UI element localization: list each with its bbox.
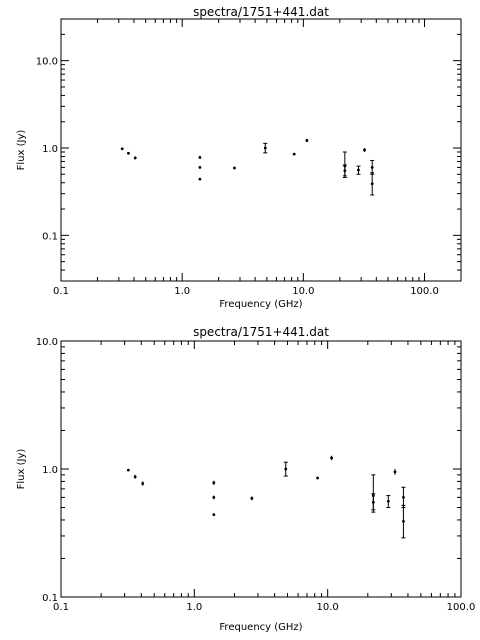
data-point (198, 177, 202, 181)
data-point (401, 504, 406, 539)
y-axis-label: Flux (Jy) (16, 449, 27, 490)
data-point (263, 142, 268, 154)
data-point (371, 493, 376, 513)
data-point (127, 151, 130, 155)
point-marker (316, 476, 319, 480)
data-point (401, 486, 406, 509)
y-tick-label: 10.0 (36, 57, 58, 68)
point-marker (233, 166, 236, 170)
data-point (330, 455, 333, 461)
point-marker (120, 147, 124, 151)
point-marker (133, 156, 137, 160)
data-point (198, 165, 202, 169)
point-marker (402, 495, 405, 499)
point-marker (212, 481, 216, 485)
x-tick-label: 0.1 (53, 286, 69, 297)
data-point (126, 468, 130, 472)
data-point (386, 495, 391, 509)
data-point (356, 165, 361, 175)
data-point (363, 148, 366, 152)
chart-title: spectra/1751+441.dat (193, 325, 329, 339)
y-axis-label: Flux (Jy) (16, 130, 27, 171)
point-marker (357, 168, 360, 172)
y-tick-label: 0.1 (42, 593, 58, 604)
point-marker (370, 182, 374, 186)
point-marker (212, 495, 216, 499)
data-point (212, 495, 216, 500)
x-tick-label: 10.0 (292, 286, 314, 297)
data-point (370, 159, 375, 175)
x-tick-label: 1.0 (186, 602, 202, 613)
y-tick-label: 1.0 (42, 465, 58, 476)
point-marker (330, 456, 333, 460)
point-marker (292, 152, 296, 156)
data-point (212, 480, 216, 485)
x-tick-label: 100.0 (447, 602, 476, 613)
data-point (342, 164, 347, 178)
data-point (212, 513, 216, 517)
point-marker (133, 475, 137, 479)
x-axis-label: Frequency (GHz) (219, 622, 302, 633)
point-marker (198, 165, 202, 169)
data-point (393, 469, 397, 475)
data-point (198, 155, 202, 159)
data-point (292, 152, 296, 156)
point-marker (305, 139, 309, 142)
point-marker (343, 169, 347, 173)
point-marker (127, 151, 130, 155)
chart-title: spectra/1751+441.dat (193, 5, 329, 19)
data-marks (126, 455, 406, 539)
point-marker (370, 165, 374, 169)
axis-ticks: 0.1 1.0 10.0 100.0 0.1 1.0 10.0 (36, 337, 476, 613)
point-marker (363, 148, 366, 152)
y-tick-label: 10.0 (36, 337, 58, 348)
point-marker (141, 482, 145, 485)
point-marker (393, 470, 397, 474)
plot-frame (60, 18, 462, 282)
x-tick-label: 1.0 (174, 286, 190, 297)
data-point (316, 476, 319, 480)
data-point (305, 138, 309, 143)
data-point (250, 496, 254, 501)
x-axis-label: Frequency (GHz) (219, 299, 302, 310)
x-tick-label: 0.1 (53, 602, 69, 613)
chart-panel-bottom: spectra/1751+441.dat 0.1 1.0 10.0 100.0 0.1 1… (16, 325, 475, 633)
y-tick-label: 0.1 (42, 231, 58, 242)
point-marker (284, 467, 288, 471)
data-point (370, 172, 375, 196)
data-point (133, 474, 137, 479)
x-tick-label: 10.0 (317, 602, 339, 613)
data-point (141, 481, 145, 486)
x-tick-label: 100.0 (410, 286, 439, 297)
point-marker (386, 499, 390, 503)
point-marker (212, 513, 216, 517)
point-marker (198, 177, 202, 181)
point-marker (402, 519, 405, 523)
point-marker (371, 500, 375, 504)
point-marker (126, 468, 130, 472)
data-point (283, 461, 288, 477)
y-tick-label: 1.0 (42, 144, 58, 155)
data-point (120, 147, 124, 151)
point-marker (198, 156, 202, 159)
point-marker (263, 146, 267, 150)
axis-ticks: 0.1 1.0 10.0 100.0 0.1 1.0 10.0 (36, 18, 462, 297)
chart-panel-top: spectra/1751+441.dat 0.1 1.0 10.0 100.0 0.1 1… (16, 5, 462, 310)
plot-frame (60, 340, 462, 598)
data-point (233, 166, 236, 170)
data-marks (120, 138, 375, 196)
point-marker (250, 496, 254, 500)
data-point (133, 156, 137, 160)
